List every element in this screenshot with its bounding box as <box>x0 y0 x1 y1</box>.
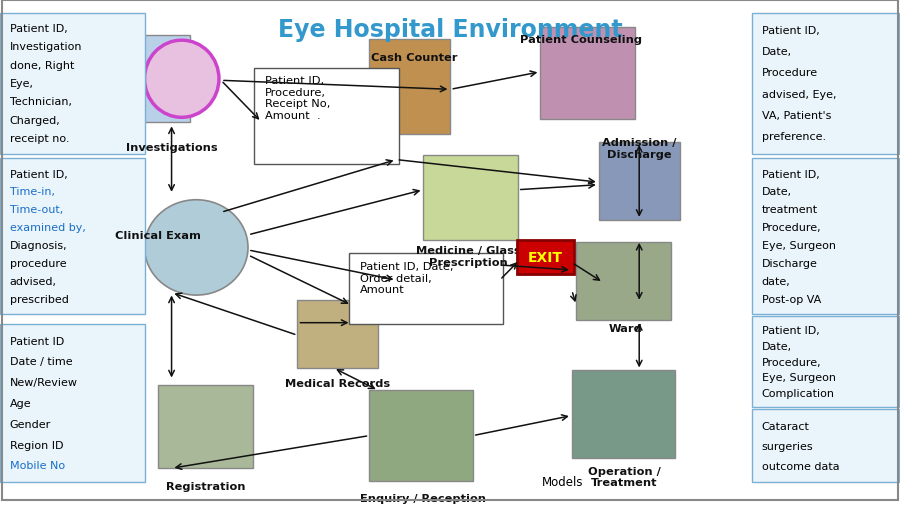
Bar <box>369 391 473 481</box>
Bar <box>298 300 378 368</box>
Text: Date,: Date, <box>761 187 792 197</box>
Text: Cataract: Cataract <box>761 421 809 431</box>
Text: Eye Hospital Environment: Eye Hospital Environment <box>278 18 623 41</box>
Text: New/Review: New/Review <box>10 377 77 387</box>
Text: Enquiry / Reception: Enquiry / Reception <box>360 493 486 503</box>
FancyBboxPatch shape <box>255 69 399 164</box>
FancyBboxPatch shape <box>752 409 899 482</box>
Bar <box>540 28 634 120</box>
Text: Post-op VA: Post-op VA <box>761 294 821 304</box>
Text: Medical Records: Medical Records <box>285 378 391 388</box>
Text: Patient ID,: Patient ID, <box>10 169 68 179</box>
Ellipse shape <box>145 200 248 295</box>
FancyBboxPatch shape <box>0 14 145 154</box>
Text: Patient ID,: Patient ID, <box>761 326 819 336</box>
Text: Time-out,: Time-out, <box>10 205 63 215</box>
Text: Region ID: Region ID <box>10 440 63 449</box>
Text: Patient ID, Date,
Order detail,
Amount: Patient ID, Date, Order detail, Amount <box>359 262 453 294</box>
Text: examined by,: examined by, <box>10 223 86 233</box>
Text: treatment: treatment <box>761 205 817 215</box>
FancyBboxPatch shape <box>752 14 899 154</box>
Text: Admission /
Discharge: Admission / Discharge <box>602 138 677 159</box>
Bar <box>369 40 450 135</box>
Text: Date,: Date, <box>761 47 792 57</box>
Text: Mobile No: Mobile No <box>10 461 65 471</box>
Text: Date,: Date, <box>761 341 792 351</box>
Text: Clinical Exam: Clinical Exam <box>115 230 201 240</box>
Text: Ward: Ward <box>608 323 643 333</box>
Text: Patient ID,: Patient ID, <box>761 26 819 36</box>
Text: procedure: procedure <box>10 259 67 268</box>
Text: VA, Patient's: VA, Patient's <box>761 111 831 121</box>
Text: Procedure: Procedure <box>761 68 817 78</box>
Text: Eye, Surgeon: Eye, Surgeon <box>761 240 835 250</box>
Text: advised,: advised, <box>10 276 57 286</box>
Text: done, Right: done, Right <box>10 61 74 71</box>
Text: Patient ID,: Patient ID, <box>761 169 819 179</box>
Text: Investigation: Investigation <box>10 42 82 53</box>
FancyBboxPatch shape <box>0 159 145 315</box>
Text: Cash Counter: Cash Counter <box>371 53 457 63</box>
Text: Charged,: Charged, <box>10 116 60 125</box>
Text: surgeries: surgeries <box>761 441 813 451</box>
Text: Procedure,: Procedure, <box>761 223 821 233</box>
Bar <box>423 155 518 240</box>
Text: outcome data: outcome data <box>761 461 839 471</box>
Text: Models: Models <box>542 475 583 488</box>
FancyBboxPatch shape <box>0 324 145 482</box>
FancyBboxPatch shape <box>348 254 502 325</box>
Text: Discharge: Discharge <box>761 259 817 268</box>
Text: Complication: Complication <box>761 388 834 398</box>
Text: Patient ID,
Procedure,
Receipt No,
Amount  .: Patient ID, Procedure, Receipt No, Amoun… <box>266 76 330 121</box>
Text: Investigations: Investigations <box>126 143 218 153</box>
Text: Date / time: Date / time <box>10 357 72 367</box>
Ellipse shape <box>145 41 219 118</box>
Text: Registration: Registration <box>166 481 246 491</box>
Text: Technician,: Technician, <box>10 97 72 107</box>
Text: receipt no.: receipt no. <box>10 134 69 143</box>
Text: prescribed: prescribed <box>10 294 68 304</box>
Text: advised, Eye,: advised, Eye, <box>761 89 836 99</box>
Bar <box>598 143 680 220</box>
Text: Gender: Gender <box>10 419 51 429</box>
Text: preference.: preference. <box>761 132 825 142</box>
Text: Diagnosis,: Diagnosis, <box>10 240 68 250</box>
FancyBboxPatch shape <box>752 317 899 407</box>
Text: Medicine / Glass
Prescription: Medicine / Glass Prescription <box>416 245 520 267</box>
Text: date,: date, <box>761 276 790 286</box>
Text: Patient ID,: Patient ID, <box>10 24 68 34</box>
Bar <box>572 371 675 458</box>
Text: Age: Age <box>10 398 32 408</box>
Bar <box>576 243 670 321</box>
FancyBboxPatch shape <box>517 240 574 274</box>
Text: EXIT: EXIT <box>528 250 563 265</box>
Bar <box>158 386 253 468</box>
Text: Patient ID: Patient ID <box>10 336 64 346</box>
Text: Eye, Surgeon: Eye, Surgeon <box>761 372 835 382</box>
Text: Operation /
Treatment: Operation / Treatment <box>588 466 661 487</box>
Text: Eye,: Eye, <box>10 79 33 89</box>
Text: Patient Counseling: Patient Counseling <box>519 35 642 45</box>
Text: Procedure,: Procedure, <box>761 357 821 367</box>
FancyBboxPatch shape <box>752 159 899 315</box>
Text: Time-in,: Time-in, <box>10 187 55 197</box>
Bar <box>118 35 190 123</box>
